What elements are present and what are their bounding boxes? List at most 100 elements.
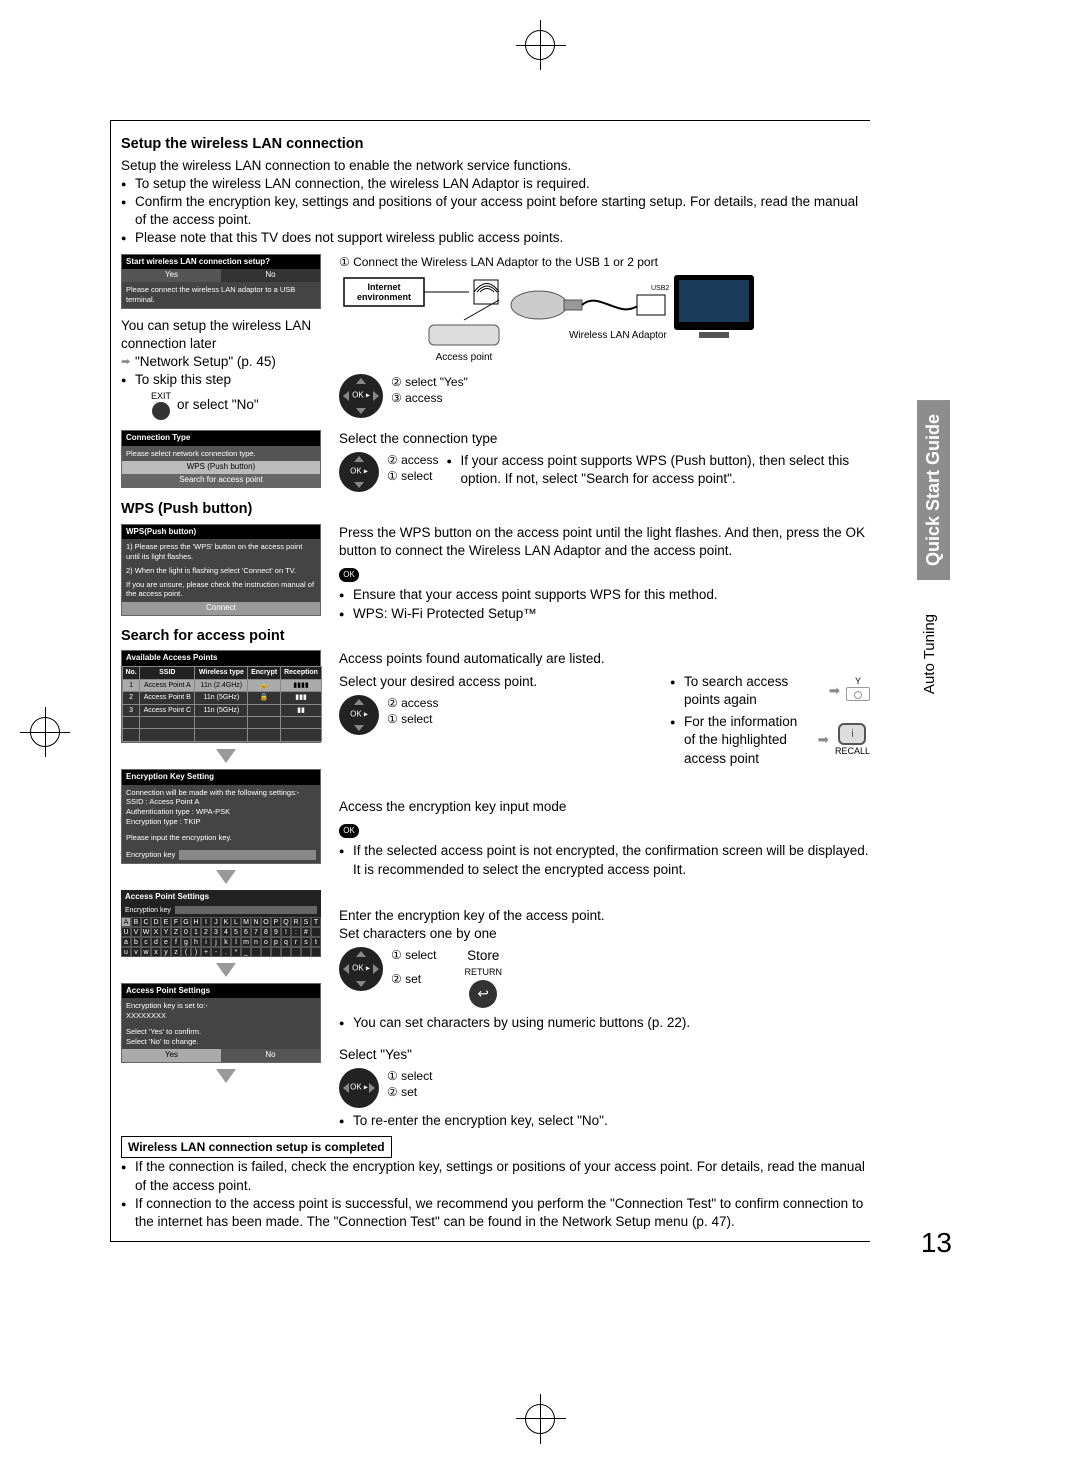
step-1: ① Connect the Wireless LAN Adaptor to th… xyxy=(339,254,870,270)
dialog-char-grid: Access Point Settings Encryption key ABC… xyxy=(121,890,321,956)
ok-icon: OK xyxy=(339,824,359,838)
dlg2-opt2: Search for access point xyxy=(122,474,320,487)
connection-diagram: Internet environment Access point Wirele… xyxy=(339,270,759,370)
page-number: 13 xyxy=(921,1227,952,1259)
setup-later: You can setup the wireless LAN connectio… xyxy=(121,317,331,353)
search-info: For the information of the highlighted a… xyxy=(684,713,812,768)
step-select: ① select xyxy=(387,711,438,727)
ok-icon: OK xyxy=(339,568,359,582)
enc-m2: SSID : Access Point A xyxy=(126,797,316,807)
recall-button-icon: i xyxy=(838,723,866,745)
conf-no: No xyxy=(221,1049,320,1062)
dialog-connection-type: Connection Type Please select network co… xyxy=(121,430,321,488)
dialog-title: Start wireless LAN connection setup? xyxy=(122,255,320,270)
search-p1: Access points found automatically are li… xyxy=(339,650,870,668)
recall-label: RECALL xyxy=(835,745,870,757)
enter-p2: Set characters one by one xyxy=(339,925,870,943)
dlg3-l1: 1) Please press the 'WPS' button on the … xyxy=(126,542,316,562)
step-select: ① select xyxy=(391,947,436,963)
dialog-msg: Please connect the wireless LAN adaptor … xyxy=(122,282,320,308)
numeric-note: You can set characters by using numeric … xyxy=(339,1014,870,1032)
select-yes: Select "Yes" xyxy=(339,1046,870,1064)
bullet-2: Confirm the encryption key, settings and… xyxy=(121,193,870,229)
enc-title: Encryption Key Setting xyxy=(122,770,320,785)
enc-m1: Connection will be made with the followi… xyxy=(126,788,316,798)
dlg2-msg: Please select network connection type. xyxy=(122,446,320,462)
step-select: ① select xyxy=(387,468,438,484)
end-b1: If the connection is failed, check the e… xyxy=(121,1158,870,1194)
arrow-down-icon xyxy=(216,1069,236,1083)
step-access: ② access xyxy=(387,695,438,711)
step-select: ① select xyxy=(387,1068,432,1084)
dlg3-l2: 2) When the light is flashing select 'Co… xyxy=(126,566,316,576)
enc-m3: Authentication type : WPA-PSK xyxy=(126,807,316,817)
ok-dpad-icon xyxy=(339,947,383,991)
return-button-icon: ↩ xyxy=(469,980,497,1008)
bullet-3: Please note that this TV does not suppor… xyxy=(121,229,870,247)
search-again: To search access points again xyxy=(684,673,823,709)
arrow-down-icon xyxy=(216,749,236,763)
step-set: ② set xyxy=(391,971,436,987)
main-heading: Setup the wireless LAN connection xyxy=(121,135,870,155)
conf-l4: Select 'No' to change. xyxy=(126,1037,316,1047)
side-tab: Quick Start Guide xyxy=(917,400,950,580)
dialog-encryption-key: Encryption Key Setting Connection will b… xyxy=(121,769,321,865)
conf-l2: XXXXXXXX xyxy=(126,1011,316,1021)
dialog-yes: Yes xyxy=(122,269,221,282)
search-p2: Select your desired access point. xyxy=(339,673,662,691)
svg-text:Access point: Access point xyxy=(436,352,493,363)
exit-label: EXIT xyxy=(151,390,171,402)
grid-title: Access Point Settings xyxy=(121,890,321,905)
conf-title: Access Point Settings xyxy=(122,984,320,999)
select-connection-type: Select the connection type xyxy=(339,430,870,448)
wps-instructions: Press the WPS button on the access point… xyxy=(339,524,870,560)
svg-text:Wireless LAN Adaptor: Wireless LAN Adaptor xyxy=(569,330,667,341)
grid-sub: Encryption key xyxy=(125,906,171,915)
arrow-down-icon xyxy=(216,870,236,884)
svg-text:Internet: Internet xyxy=(367,282,400,292)
step-access: ② access xyxy=(387,452,438,468)
yellow-button-icon xyxy=(846,687,870,701)
svg-text:USB2: USB2 xyxy=(651,285,669,292)
dialog-available-ap: Available Access Points No.SSIDWireless … xyxy=(121,650,321,742)
wps-heading: WPS (Push button) xyxy=(121,500,870,520)
y-label: Y xyxy=(846,675,870,687)
step-set: ② set xyxy=(387,1084,432,1100)
enc-b1: If the selected access point is not encr… xyxy=(339,842,870,878)
enter-p1: Enter the encryption key of the access p… xyxy=(339,907,870,925)
ap-table: No.SSIDWireless typeEncryptReception 1Ac… xyxy=(122,666,322,742)
bullet-1: To setup the wireless LAN connection, th… xyxy=(121,175,870,193)
arrow-down-icon xyxy=(216,963,236,977)
end-b2: If connection to the access point is suc… xyxy=(121,1195,870,1231)
dlg3-l3: If you are unsure, please check the inst… xyxy=(126,580,316,600)
dialog-wps: WPS(Push button) 1) Please press the 'WP… xyxy=(121,524,321,616)
dialog-no: No xyxy=(221,269,320,282)
conf-l3: Select 'Yes' to confirm. xyxy=(126,1027,316,1037)
enc-m4: Encryption type : TKIP xyxy=(126,817,316,827)
network-setup-ref: "Network Setup" (p. 45) xyxy=(121,353,331,371)
dlg2-title: Connection Type xyxy=(122,431,320,446)
dlg3-connect: Connect xyxy=(122,602,320,615)
reenter-note: To re-enter the encryption key, select "… xyxy=(339,1112,870,1130)
return-label: RETURN xyxy=(464,966,502,978)
page-content: Setup the wireless LAN connection Setup … xyxy=(110,120,870,1242)
step-2: ② select "Yes" xyxy=(391,374,468,390)
aptable-title: Available Access Points xyxy=(122,651,320,666)
side-label: Auto Tuning xyxy=(921,614,938,694)
intro-text: Setup the wireless LAN connection to ena… xyxy=(121,157,870,175)
conf-yes: Yes xyxy=(122,1049,221,1062)
ok-dpad-icon xyxy=(339,1068,379,1108)
enc-field-label: Encryption key xyxy=(126,850,175,860)
ok-dpad-icon xyxy=(339,695,379,735)
exit-button-icon xyxy=(152,402,170,420)
wps-bullet-1: Ensure that your access point supports W… xyxy=(339,586,870,604)
enc-p1: Access the encryption key input mode xyxy=(339,798,870,816)
dialog-start-setup: Start wireless LAN connection setup? Yes… xyxy=(121,254,321,309)
ok-dpad-icon xyxy=(339,452,379,492)
completed-box: Wireless LAN connection setup is complet… xyxy=(121,1136,392,1158)
dlg3-title: WPS(Push button) xyxy=(122,525,320,540)
ok-dpad-icon xyxy=(339,374,383,418)
enc-m5: Please input the encryption key. xyxy=(126,833,316,843)
conf-l1: Encryption key is set to:- xyxy=(126,1001,316,1011)
search-heading: Search for access point xyxy=(121,627,870,647)
